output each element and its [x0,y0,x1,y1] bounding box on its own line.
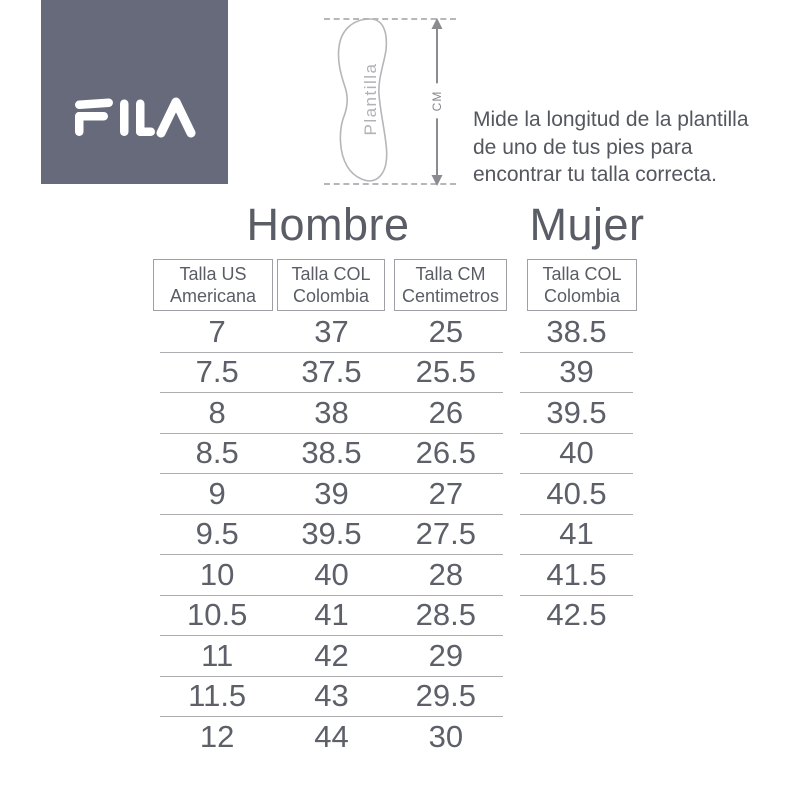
table-cell: 10 [199,556,235,592]
dashed-line-top [324,18,456,20]
table-cell: 9.5 [195,516,239,552]
table-cell: 37 [314,313,349,349]
table-row: 7 37 25 [160,312,503,353]
column-header-col-size-women: Talla COL Colombia [527,259,637,311]
table-cell: 8 [208,394,226,430]
table-row: 41.5 [520,555,633,596]
table-cell: 40 [559,435,594,471]
insole-outline-icon [337,18,388,182]
column-header-line: Centimetros [401,286,500,306]
table-row: 8.5 38.5 26.5 [160,434,503,474]
table-cell: 27.5 [415,516,476,552]
table-row: 41 [520,515,633,555]
column-header-us-size: Talla US Americana [153,259,273,311]
table-cell: 39.5 [301,516,362,552]
column-header-line: Colombia [543,286,621,306]
table-cell: 28 [428,556,464,592]
table-cell: 39 [559,354,594,390]
table-cell: 37.5 [301,354,362,390]
table-row: 42.5 [520,596,633,636]
table-cell: 26.5 [415,435,476,471]
column-header-line: Americana [169,286,257,306]
table-cell: 12 [199,718,235,754]
table-cell: 38 [314,394,349,430]
table-cell: 28.5 [415,597,476,633]
women-size-table: 38.5 39 39.5 40 40.5 41 41.5 42.5 [520,312,633,635]
table-row: 39 [520,353,633,393]
column-header-line: Talla US [179,264,247,284]
table-row: 40 [520,434,633,474]
column-header-col-size-men: Talla COL Colombia [277,259,385,311]
table-cell: 8.5 [195,435,239,471]
table-cell: 41 [559,516,594,552]
table-row: 9.5 39.5 27.5 [160,515,503,555]
table-row: 8 38 26 [160,393,503,434]
instruction-line: encontrar tu talla correcta. [473,163,717,186]
table-cell: 30 [428,718,464,754]
table-cell: 42 [314,637,349,673]
table-cell: 40.5 [546,475,607,511]
table-cell: 11 [201,637,234,673]
table-row: 38.5 [520,312,633,353]
table-row: 39.5 [520,393,633,434]
table-cell: 29 [428,637,464,673]
table-cell: 43 [314,678,349,714]
fila-logo-icon [74,97,195,138]
table-cell: 27 [428,475,464,511]
table-row: 40.5 [520,474,633,515]
table-cell: 7 [208,313,226,349]
table-cell: 38.5 [546,313,607,349]
table-row: 7.5 37.5 25.5 [160,353,503,393]
table-cell: 44 [314,718,349,754]
table-row: 10 40 28 [160,555,503,596]
fila-logo-box [41,0,228,184]
table-cell: 29.5 [415,678,476,714]
column-header-line: Colombia [292,286,370,306]
table-row: 11 42 29 [160,636,503,677]
instruction-line: Mide la longitud de la plantilla [473,108,749,131]
instruction-line: de uno de tus pies para [473,135,693,159]
column-header-line: Talla CM [415,264,486,284]
men-section-title: Hombre [246,199,410,250]
insole-label: Plantilla [361,62,380,136]
instruction-text: Mide la longitud de la plantilla de uno … [473,106,749,189]
women-section-title: Mujer [529,199,645,250]
dashed-line-bottom [324,183,456,185]
table-cell: 39.5 [546,394,607,430]
table-cell: 25 [428,313,464,349]
table-cell: 39 [314,475,349,511]
column-header-line: Talla COL [291,264,371,284]
table-cell: 40 [314,556,349,592]
table-cell: 41 [314,597,349,633]
table-cell: 42.5 [546,597,607,633]
table-cell: 25.5 [415,354,476,390]
table-row: 12 44 30 [160,717,503,757]
men-size-table: 7 37 25 7.5 37.5 25.5 8 38 26 8.5 38.5 2… [160,312,503,757]
table-cell: 7.5 [195,354,239,390]
table-cell: 9 [208,475,226,511]
column-header-cm-size: Talla CM Centimetros [394,259,507,311]
table-cell: 26 [428,394,464,430]
table-cell: 38.5 [301,435,362,471]
column-header-line: Talla COL [542,264,622,284]
table-cell: 10.5 [186,597,248,633]
table-row: 11.5 43 29.5 [160,677,503,717]
table-cell: 41.5 [546,556,607,592]
table-row: 9 39 27 [160,474,503,515]
table-row: 10.5 41 28.5 [160,596,503,636]
table-cell: 11.5 [188,678,247,714]
cm-unit-label: CM [430,83,444,119]
